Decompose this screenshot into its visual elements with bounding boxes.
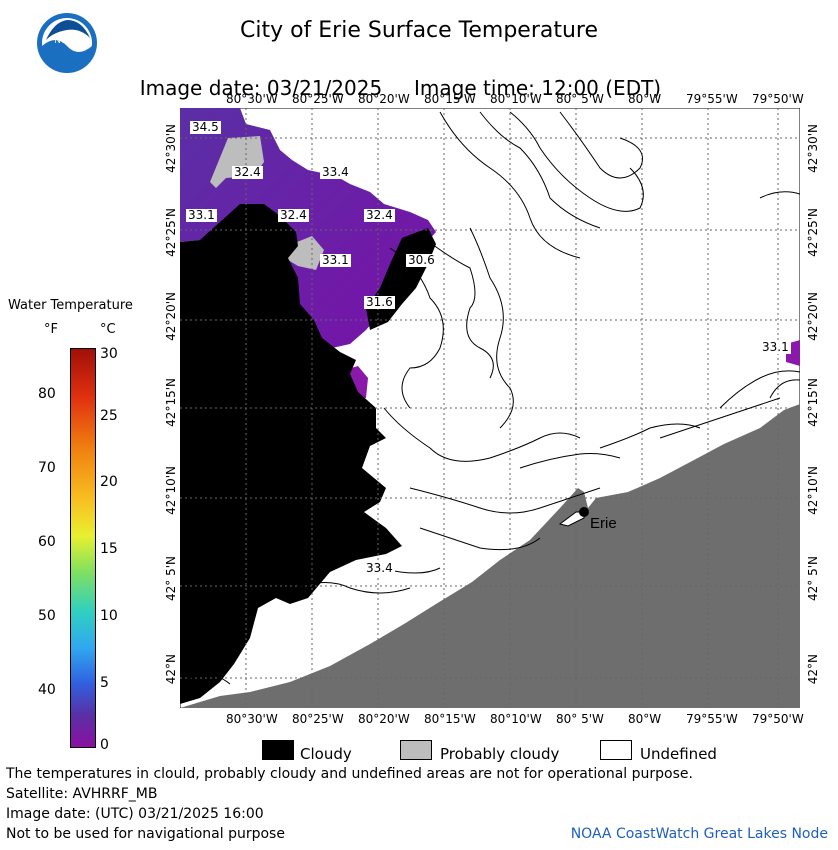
legend-label-undefined: Undefined: [640, 745, 717, 763]
land-area: [180, 404, 800, 708]
lat-tick-label: 42°15'N: [806, 378, 820, 427]
lat-tick-label: 42°10'N: [806, 466, 820, 515]
surface-temperature-map: Erie: [180, 108, 800, 708]
graticule: [180, 108, 800, 708]
lon-tick-label: 80°15'W: [424, 712, 476, 726]
legend-swatch-cloudy: [262, 740, 294, 760]
lon-tick-label: 80°15'W: [424, 92, 476, 106]
erie-city-marker: [558, 507, 589, 527]
legend-label-cloudy: Cloudy: [300, 745, 352, 763]
credit-link[interactable]: NOAA CoastWatch Great Lakes Node: [570, 826, 828, 842]
fahrenheit-tick: 60: [38, 534, 56, 550]
celsius-tick: 10: [100, 608, 118, 624]
lon-tick-label: 80°W: [628, 92, 662, 106]
lon-tick-label: 80°10'W: [490, 712, 542, 726]
celsius-tick: 20: [100, 474, 118, 490]
scale-unit-fahrenheit: °F: [44, 322, 58, 337]
lon-tick-label: 80°10'W: [490, 92, 542, 106]
celsius-tick: 25: [100, 408, 118, 424]
lat-tick-label: 42°25'N: [806, 208, 820, 257]
legend-swatch-probably-cloudy: [400, 740, 432, 760]
lon-tick-label: 80°25'W: [292, 92, 344, 106]
lat-tick-label: 42°15'N: [164, 378, 178, 427]
lon-tick-label: 80°W: [628, 712, 662, 726]
lon-tick-label: 80°25'W: [292, 712, 344, 726]
temperature-label: 32.4: [278, 208, 309, 222]
lon-tick-label: 79°50'W: [752, 92, 804, 106]
legend-label-probably-cloudy: Probably cloudy: [440, 745, 560, 763]
scale-title: Water Temperature: [8, 298, 133, 313]
temperature-label: 31.6: [364, 295, 395, 309]
celsius-tick: 0: [100, 737, 109, 753]
lat-tick-label: 42°30'N: [164, 124, 178, 173]
lat-tick-label: 42°N: [164, 654, 178, 685]
logo-text: NOAA: [54, 35, 80, 45]
scale-unit-celsius: °C: [100, 322, 116, 337]
celsius-tick: 30: [100, 346, 118, 362]
temperature-label: 32.4: [364, 208, 395, 222]
lat-tick-label: 42°25'N: [164, 208, 178, 257]
lat-tick-label: 42°20'N: [164, 292, 178, 341]
lon-tick-label: 80°30'W: [226, 92, 278, 106]
lat-tick-label: 42°10'N: [164, 466, 178, 515]
lon-tick-label: 79°55'W: [686, 92, 738, 106]
lat-tick-label: 42°20'N: [806, 292, 820, 341]
temperature-label: 33.1: [186, 208, 217, 222]
city-label: Erie: [590, 515, 617, 532]
bathymetry-contours: [189, 111, 800, 685]
noaa-logo: NOAA: [37, 13, 97, 73]
image-date: Image date: 03/21/2025: [139, 76, 383, 100]
utc-date-text: Image date: (UTC) 03/21/2025 16:00: [6, 806, 264, 822]
temperature-label: 33.4: [320, 165, 351, 179]
legend-swatch-undefined: [600, 740, 632, 760]
lat-tick-label: 42°N: [806, 654, 820, 685]
temperature-label: 30.6: [406, 253, 437, 267]
fahrenheit-tick: 80: [38, 386, 56, 402]
lat-tick-label: 42° 5'N: [806, 556, 820, 601]
celsius-tick: 5: [100, 675, 109, 691]
lon-tick-label: 79°50'W: [752, 712, 804, 726]
fahrenheit-tick: 50: [38, 608, 56, 624]
lon-tick-label: 80°20'W: [358, 712, 410, 726]
temperature-color-bar: [70, 348, 96, 748]
celsius-tick: 15: [100, 541, 118, 557]
lon-tick-label: 79°55'W: [686, 712, 738, 726]
temperature-label: 33.4: [364, 561, 395, 575]
lon-tick-label: 80°20'W: [358, 92, 410, 106]
lon-tick-label: 80° 5'W: [556, 712, 604, 726]
temperature-label: 33.1: [760, 340, 791, 354]
disclaimer-text: The temperatures in clould, probably clo…: [6, 766, 693, 782]
lon-tick-label: 80° 5'W: [556, 92, 604, 106]
image-time: Image time: 12:00 (EDT): [413, 76, 662, 100]
lat-tick-label: 42°30'N: [806, 124, 820, 173]
image-date-time: Image date: 03/21/2025 Image time: 12:00…: [127, 52, 661, 100]
navigation-warning-text: Not to be used for navigational purpose: [6, 826, 285, 842]
satellite-text: Satellite: AVHRRF_MB: [6, 786, 158, 802]
fahrenheit-tick: 70: [38, 460, 56, 476]
temperature-label: 32.4: [232, 165, 263, 179]
lat-tick-label: 42° 5'N: [164, 556, 178, 601]
cloudy-area: [180, 204, 402, 704]
temperature-label: 33.1: [320, 253, 351, 267]
fahrenheit-tick: 40: [38, 682, 56, 698]
map-title: City of Erie Surface Temperature: [239, 18, 599, 43]
lon-tick-label: 80°30'W: [226, 712, 278, 726]
temperature-label: 34.5: [190, 120, 221, 134]
